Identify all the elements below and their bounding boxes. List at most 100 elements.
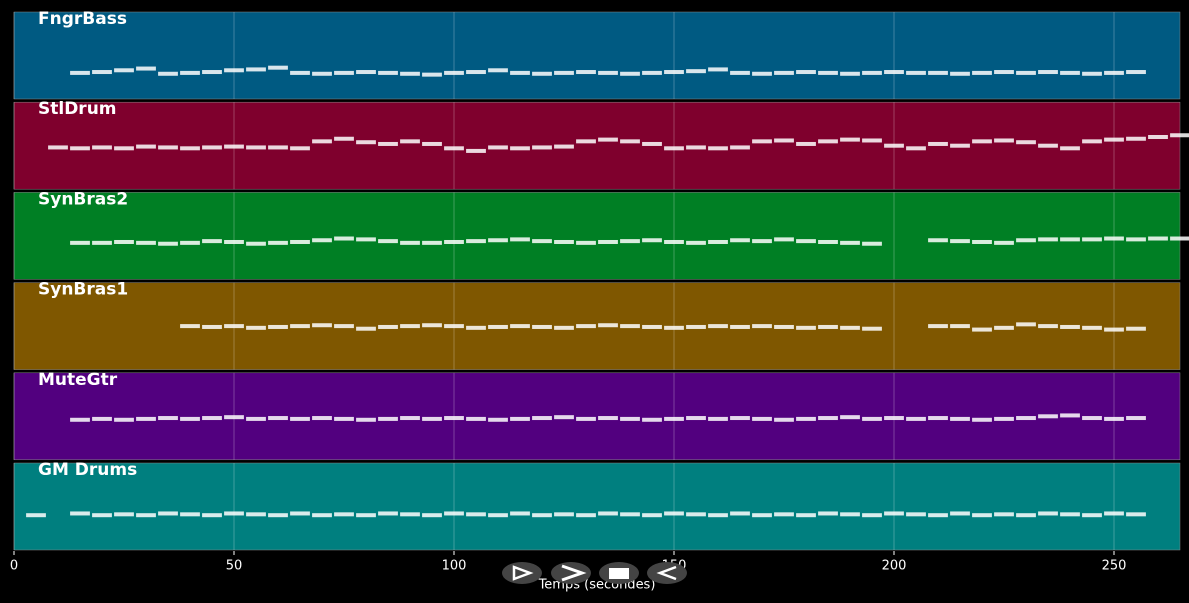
x-tick-label: 250 <box>1102 559 1127 574</box>
note <box>70 146 90 151</box>
note <box>444 70 464 75</box>
note <box>202 70 222 75</box>
note <box>752 71 772 76</box>
note <box>268 513 288 518</box>
note <box>334 236 354 241</box>
note <box>1060 413 1080 418</box>
note <box>818 416 838 421</box>
note <box>620 324 640 329</box>
track-name: MuteGtr <box>38 370 118 390</box>
note <box>730 324 750 329</box>
play-button[interactable] <box>502 562 542 584</box>
note <box>224 144 244 149</box>
note <box>686 512 706 517</box>
note <box>400 416 420 421</box>
note <box>1148 135 1168 139</box>
note <box>730 511 750 516</box>
note <box>994 138 1014 143</box>
note <box>400 240 420 245</box>
note <box>620 139 640 144</box>
note <box>554 415 574 420</box>
note <box>642 324 662 329</box>
track-name: FngrBass <box>38 9 127 29</box>
note <box>488 417 508 422</box>
note <box>576 139 596 144</box>
note <box>180 70 200 75</box>
note <box>774 417 794 422</box>
note <box>92 513 112 518</box>
note <box>202 239 222 244</box>
note <box>180 416 200 421</box>
note <box>202 416 222 421</box>
note <box>290 70 310 75</box>
note <box>818 324 838 329</box>
note <box>312 513 332 518</box>
rewind-button[interactable] <box>647 562 687 584</box>
note <box>312 71 332 76</box>
note <box>554 325 574 330</box>
note <box>246 325 266 330</box>
note <box>1060 237 1080 242</box>
note <box>620 416 640 421</box>
note <box>752 239 772 244</box>
note <box>158 511 178 516</box>
x-tick-label: 100 <box>442 559 467 574</box>
note <box>928 70 948 75</box>
forward-button[interactable] <box>551 562 591 584</box>
note <box>928 513 948 518</box>
note <box>532 145 552 150</box>
note <box>92 70 112 75</box>
note <box>1126 136 1146 141</box>
note <box>378 141 398 146</box>
note <box>158 71 178 76</box>
track-lane <box>13 192 1181 280</box>
note <box>1104 327 1124 332</box>
note <box>268 145 288 150</box>
note <box>620 239 640 244</box>
x-tick-label: 200 <box>882 559 907 574</box>
note <box>642 141 662 146</box>
note <box>180 512 200 517</box>
note <box>928 238 948 243</box>
note <box>422 416 442 421</box>
note <box>796 325 816 330</box>
track-name: SynBras1 <box>38 280 128 300</box>
note <box>686 240 706 245</box>
note <box>840 137 860 142</box>
note <box>444 511 464 516</box>
note <box>114 512 134 517</box>
note <box>708 67 728 72</box>
note <box>950 416 970 421</box>
note <box>862 416 882 421</box>
note <box>928 141 948 146</box>
x-tick-label: 50 <box>226 559 243 574</box>
note <box>730 145 750 150</box>
note <box>422 323 442 328</box>
note <box>136 513 156 518</box>
note <box>774 324 794 329</box>
note <box>796 70 816 75</box>
note <box>224 415 244 420</box>
note <box>378 511 398 516</box>
track-name: SynBras2 <box>38 189 128 209</box>
note <box>246 145 266 150</box>
note <box>466 239 486 244</box>
note <box>466 325 486 330</box>
note <box>884 416 904 421</box>
note <box>576 324 596 329</box>
note <box>1126 237 1146 242</box>
note <box>906 146 926 151</box>
note <box>246 67 266 72</box>
note <box>994 70 1014 75</box>
note <box>136 66 156 71</box>
note <box>1038 143 1058 148</box>
note <box>1016 238 1036 243</box>
note <box>1082 513 1102 518</box>
note <box>972 139 992 144</box>
note <box>202 145 222 150</box>
note <box>994 416 1014 421</box>
note <box>642 513 662 518</box>
note <box>774 70 794 75</box>
